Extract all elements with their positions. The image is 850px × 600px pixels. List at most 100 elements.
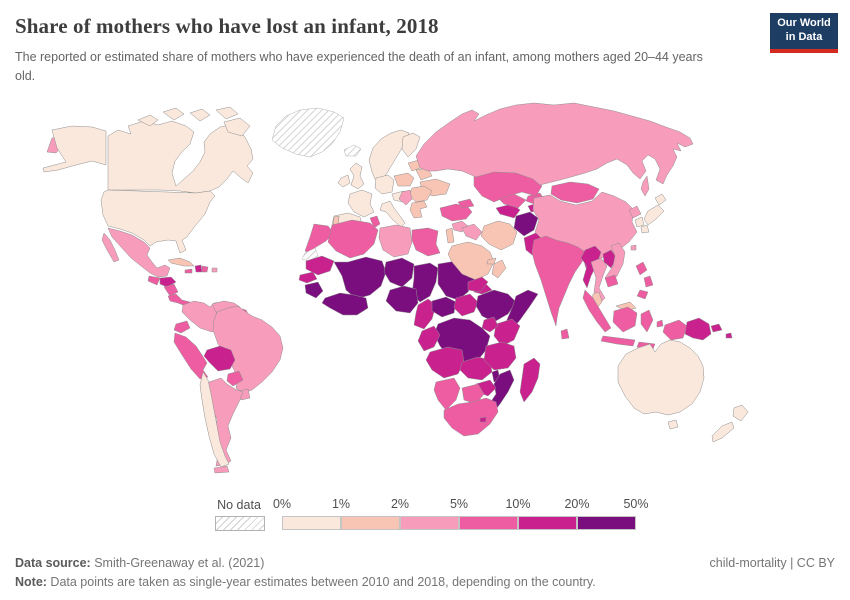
country-usa[interactable] xyxy=(100,189,216,254)
country-cuba[interactable] xyxy=(167,257,195,267)
country-solomon-islands[interactable] xyxy=(725,332,733,339)
country-mexico[interactable] xyxy=(107,227,171,278)
country-lesotho[interactable] xyxy=(479,416,487,423)
country-philippines[interactable] xyxy=(636,289,649,300)
country-iceland[interactable] xyxy=(343,144,362,157)
legend-bin-5-10[interactable] xyxy=(459,516,518,530)
country-caucasus[interactable] xyxy=(457,198,475,209)
country-philippines[interactable] xyxy=(643,275,654,288)
country-chad[interactable] xyxy=(411,262,439,303)
country-egypt[interactable] xyxy=(411,227,441,257)
country-bulgaria-greece[interactable] xyxy=(409,200,428,219)
country-nicaragua[interactable] xyxy=(163,283,179,297)
country-france[interactable] xyxy=(347,189,375,218)
country-western-sahara[interactable] xyxy=(301,247,319,262)
country-tasmania[interactable] xyxy=(667,419,679,430)
country-nigeria[interactable] xyxy=(385,285,419,314)
country-congo-gabon[interactable] xyxy=(417,325,441,352)
country-mali[interactable] xyxy=(333,256,387,300)
country-cambodia[interactable] xyxy=(604,274,619,288)
legend-bin-0-1[interactable] xyxy=(282,516,341,530)
country-namibia[interactable] xyxy=(433,377,461,411)
country-zambia[interactable] xyxy=(459,356,493,381)
country-indonesia-kalimantan[interactable] xyxy=(612,306,638,333)
country-cameroon[interactable] xyxy=(413,298,437,330)
country-uae[interactable] xyxy=(486,257,497,265)
country-indonesia-sumatra[interactable] xyxy=(582,289,612,333)
country-alaska[interactable] xyxy=(42,125,107,173)
country-argentina[interactable] xyxy=(206,377,244,467)
country-ireland[interactable] xyxy=(337,174,351,188)
country-ivory-coast-ghana[interactable] xyxy=(321,292,369,316)
country-niger[interactable] xyxy=(383,257,415,288)
legend-bin-20-50[interactable] xyxy=(577,516,636,530)
country-japan-honshu[interactable] xyxy=(643,204,665,226)
country-arctic-island[interactable] xyxy=(223,117,251,137)
country-iran[interactable] xyxy=(480,220,518,251)
owid-logo[interactable]: Our World in Data xyxy=(770,13,838,53)
country-kenya[interactable] xyxy=(493,318,521,347)
country-haiti[interactable] xyxy=(194,264,203,273)
legend-bin-1-2[interactable] xyxy=(341,516,400,530)
country-indonesia-maluku[interactable] xyxy=(656,319,664,328)
country-angola[interactable] xyxy=(425,346,465,379)
country-taiwan[interactable] xyxy=(630,244,637,251)
country-chile[interactable] xyxy=(199,371,230,468)
country-indonesia-west-papua[interactable] xyxy=(662,319,688,341)
country-algeria[interactable] xyxy=(327,219,379,259)
country-arctic-island[interactable] xyxy=(215,106,239,120)
country-arctic-island[interactable] xyxy=(137,114,159,127)
country-paraguay[interactable] xyxy=(226,370,244,387)
legend-bin-10-20[interactable] xyxy=(518,516,577,530)
country-mongolia[interactable] xyxy=(550,181,600,204)
country-tierra-del-fuego[interactable] xyxy=(213,465,230,474)
country-japan-hokkaido[interactable] xyxy=(654,193,667,206)
country-south-africa[interactable] xyxy=(443,397,499,437)
license-link[interactable]: child-mortality | CC BY xyxy=(709,556,836,570)
country-sri-lanka[interactable] xyxy=(560,328,570,340)
country-uk[interactable] xyxy=(349,162,365,190)
country-ecuador[interactable] xyxy=(173,320,191,334)
country-afghanistan[interactable] xyxy=(513,211,539,237)
legend-bin-2-5[interactable] xyxy=(400,516,459,530)
country-oman[interactable] xyxy=(491,259,507,279)
country-north-korea[interactable] xyxy=(628,205,642,219)
country-uganda[interactable] xyxy=(481,316,499,333)
country-bolivia[interactable] xyxy=(203,345,236,372)
country-saudi-arabia[interactable] xyxy=(447,241,495,281)
country-indonesia-sulawesi[interactable] xyxy=(640,309,654,333)
country-jordan-israel[interactable] xyxy=(445,227,455,244)
country-papua-new-guinea[interactable] xyxy=(684,317,712,341)
country-morocco[interactable] xyxy=(304,223,335,254)
country-mexico-baja[interactable] xyxy=(101,232,120,263)
country-botswana[interactable] xyxy=(461,383,485,405)
country-india[interactable] xyxy=(531,235,586,327)
country-peru[interactable] xyxy=(173,332,209,380)
country-finland[interactable] xyxy=(401,132,421,158)
country-australia[interactable] xyxy=(617,339,705,416)
country-libya[interactable] xyxy=(378,224,413,258)
country-canada[interactable] xyxy=(107,120,254,194)
country-greenland[interactable] xyxy=(271,107,345,158)
country-new-zealand-north[interactable] xyxy=(732,404,749,422)
country-sakhalin[interactable] xyxy=(640,175,650,197)
country-madagascar[interactable] xyxy=(519,357,541,403)
country-turkey[interactable] xyxy=(439,203,473,222)
country-italy[interactable] xyxy=(379,200,406,228)
country-jamaica[interactable] xyxy=(184,268,193,274)
country-myanmar[interactable] xyxy=(580,245,602,289)
country-philippines[interactable] xyxy=(635,261,648,276)
country-germany[interactable] xyxy=(374,174,395,195)
country-south-korea[interactable] xyxy=(634,216,645,228)
country-poland[interactable] xyxy=(393,172,415,187)
country-russia[interactable] xyxy=(415,102,694,186)
country-new-zealand-south[interactable] xyxy=(711,421,735,443)
country-arctic-island[interactable] xyxy=(162,107,185,121)
country-dominican-republic[interactable] xyxy=(201,265,209,273)
country-tanzania[interactable] xyxy=(483,341,517,371)
country-puerto-rico[interactable] xyxy=(211,267,218,273)
country-mauritania[interactable] xyxy=(305,255,335,276)
country-guatemala[interactable] xyxy=(147,275,161,286)
country-senegal[interactable] xyxy=(298,271,318,284)
country-japan-kyushu[interactable] xyxy=(640,224,650,234)
